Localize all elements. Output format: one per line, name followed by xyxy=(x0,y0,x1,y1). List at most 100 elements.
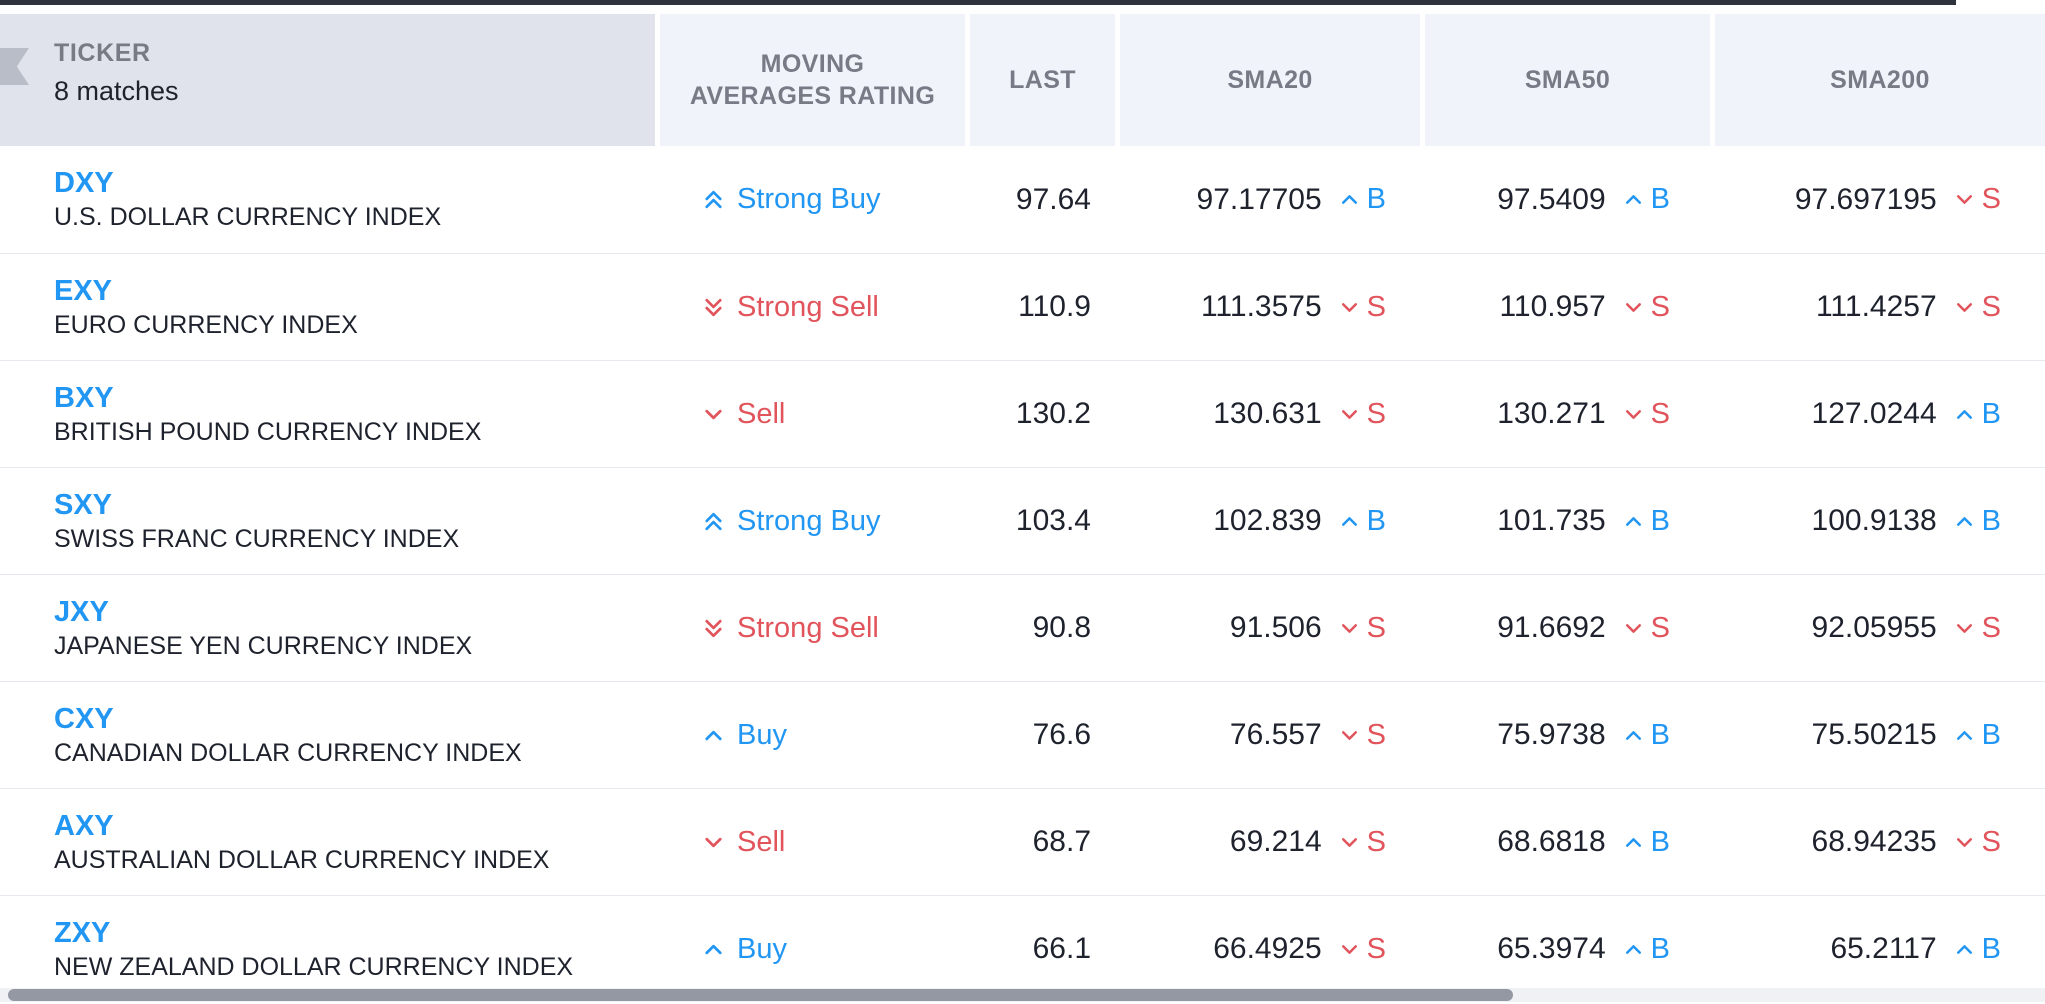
sma50-value: 101.735 xyxy=(1497,504,1606,537)
table-row[interactable]: CXY CANADIAN DOLLAR CURRENCY INDEX Buy 7… xyxy=(0,681,2045,788)
ticker-description: CANADIAN DOLLAR CURRENCY INDEX xyxy=(54,738,522,767)
ticker-symbol-link[interactable]: AXY xyxy=(54,809,114,842)
ticker-cell: SXY SWISS FRANC CURRENCY INDEX xyxy=(0,468,655,574)
sma200-signal: B xyxy=(1952,505,2001,538)
ticker-cell: DXY U.S. DOLLAR CURRENCY INDEX xyxy=(0,146,655,253)
signal-letter: S xyxy=(1981,825,2001,858)
sma50-cell: 65.3974 B xyxy=(1425,896,1710,1002)
rating-cell: Strong Sell xyxy=(660,254,965,360)
sma20-signal: S xyxy=(1337,933,1386,966)
sma20-value: 102.839 xyxy=(1213,504,1322,537)
ticker-symbol-link[interactable]: CXY xyxy=(54,702,114,735)
sma20-cell: 76.557 S xyxy=(1120,682,1420,788)
flag-ribbon-icon xyxy=(0,48,29,85)
double-chevron-down-icon xyxy=(700,294,727,321)
signal-letter: S xyxy=(1650,397,1670,430)
sma20-cell: 102.839 B xyxy=(1120,468,1420,574)
last-value: 110.9 xyxy=(1018,290,1091,323)
chevron-down-icon xyxy=(1337,723,1362,748)
sma50-value: 65.3974 xyxy=(1497,932,1606,965)
signal-letter: S xyxy=(1650,611,1670,644)
ticker-symbol-link[interactable]: SXY xyxy=(54,488,113,521)
column-header-last[interactable]: LAST xyxy=(970,14,1115,146)
chevron-up-icon xyxy=(1621,830,1646,855)
horizontal-scrollbar[interactable] xyxy=(0,988,2045,1002)
double-chevron-up-icon xyxy=(700,186,727,213)
table-row[interactable]: BXY BRITISH POUND CURRENCY INDEX Sell 13… xyxy=(0,360,2045,467)
sma50-value: 130.271 xyxy=(1497,397,1606,430)
sma200-value: 68.94235 xyxy=(1811,825,1937,858)
table-row[interactable]: AXY AUSTRALIAN DOLLAR CURRENCY INDEX Sel… xyxy=(0,788,2045,895)
last-value: 76.6 xyxy=(1032,718,1091,751)
sma200-value: 75.50215 xyxy=(1811,718,1937,751)
rating-label: Sell xyxy=(737,825,786,858)
signal-letter: B xyxy=(1981,504,2001,537)
ticker-symbol-link[interactable]: DXY xyxy=(54,167,114,199)
signal-letter: B xyxy=(1650,183,1670,215)
table-row[interactable]: SXY SWISS FRANC CURRENCY INDEX Strong Bu… xyxy=(0,467,2045,574)
sma50-signal: S xyxy=(1621,291,1670,324)
rating-cell: Strong Sell xyxy=(660,575,965,681)
sma200-signal: S xyxy=(1952,612,2001,645)
ticker-symbol-link[interactable]: BXY xyxy=(54,381,114,414)
signal-letter: B xyxy=(1650,825,1670,858)
chevron-up-icon xyxy=(700,936,727,963)
ticker-symbol-link[interactable]: JXY xyxy=(54,595,109,628)
sma200-signal: B xyxy=(1952,933,2001,966)
chevron-down-icon xyxy=(1621,616,1646,641)
rating-label: Buy xyxy=(737,932,787,965)
sma200-value: 97.697195 xyxy=(1794,182,1937,216)
sma20-signal: S xyxy=(1337,719,1386,752)
sma50-value: 97.5409 xyxy=(1497,182,1606,216)
ticker-symbol-link[interactable]: EXY xyxy=(54,274,113,307)
scrollbar-thumb[interactable] xyxy=(8,989,1513,1001)
sma50-value: 91.6692 xyxy=(1497,611,1606,644)
table-row[interactable]: EXY EURO CURRENCY INDEX Strong Sell 110.… xyxy=(0,253,2045,360)
table-row[interactable]: JXY JAPANESE YEN CURRENCY INDEX Strong S… xyxy=(0,574,2045,681)
sma50-signal: S xyxy=(1621,612,1670,645)
ticker-cell: BXY BRITISH POUND CURRENCY INDEX xyxy=(0,361,655,467)
rating-label: Strong Buy xyxy=(737,504,881,537)
rating-cell: Sell xyxy=(660,789,965,895)
ticker-description: U.S. DOLLAR CURRENCY INDEX xyxy=(54,203,442,231)
sma20-signal: S xyxy=(1337,612,1386,645)
sma50-cell: 75.9738 B xyxy=(1425,682,1710,788)
sma50-cell: 91.6692 S xyxy=(1425,575,1710,681)
column-header-sma50[interactable]: SMA50 xyxy=(1425,14,1710,146)
chevron-down-icon xyxy=(700,401,727,428)
last-value: 90.8 xyxy=(1032,611,1091,644)
last-value: 97.64 xyxy=(1015,182,1091,216)
table-row[interactable]: DXY U.S. DOLLAR CURRENCY INDEX Strong Bu… xyxy=(0,146,2045,253)
sma200-value: 65.2117 xyxy=(1830,932,1937,965)
column-header-sma20[interactable]: SMA20 xyxy=(1120,14,1420,146)
sma50-cell: 68.6818 B xyxy=(1425,789,1710,895)
signal-letter: S xyxy=(1981,290,2001,323)
sma50-signal: B xyxy=(1621,719,1670,752)
table-row[interactable]: ZXY NEW ZEALAND DOLLAR CURRENCY INDEX Bu… xyxy=(0,895,2045,1002)
chevron-up-icon xyxy=(1952,723,1977,748)
sma20-value: 76.557 xyxy=(1229,718,1322,751)
sma20-header-label: SMA20 xyxy=(1227,65,1313,94)
signal-letter: B xyxy=(1981,932,2001,965)
ticker-cell: AXY AUSTRALIAN DOLLAR CURRENCY INDEX xyxy=(0,789,655,895)
ticker-symbol-link[interactable]: ZXY xyxy=(54,916,111,949)
column-header-ticker[interactable]: TICKER 8 matches xyxy=(0,14,655,146)
rating-cell: Buy xyxy=(660,896,965,1002)
chevron-down-icon xyxy=(1337,295,1362,320)
ticker-header-label: TICKER xyxy=(54,39,151,68)
ticker-description: BRITISH POUND CURRENCY INDEX xyxy=(54,417,482,446)
signal-letter: B xyxy=(1981,718,2001,751)
sma200-cell: 92.05955 S xyxy=(1715,575,2045,681)
last-value: 103.4 xyxy=(1015,504,1091,537)
rating-label: Strong Buy xyxy=(737,183,881,215)
last-value: 66.1 xyxy=(1032,932,1091,965)
sma50-value: 75.9738 xyxy=(1497,718,1606,751)
sma50-value: 110.957 xyxy=(1499,290,1606,323)
sma20-cell: 97.17705 B xyxy=(1120,146,1420,253)
column-header-moving-averages-rating[interactable]: MOVING AVERAGES RATING xyxy=(660,14,965,146)
chevron-down-icon xyxy=(1952,830,1977,855)
sma200-value: 111.4257 xyxy=(1815,290,1937,323)
rating-label: Buy xyxy=(737,718,787,751)
sma200-signal: S xyxy=(1952,183,2001,216)
column-header-sma200[interactable]: SMA200 xyxy=(1715,14,2045,146)
